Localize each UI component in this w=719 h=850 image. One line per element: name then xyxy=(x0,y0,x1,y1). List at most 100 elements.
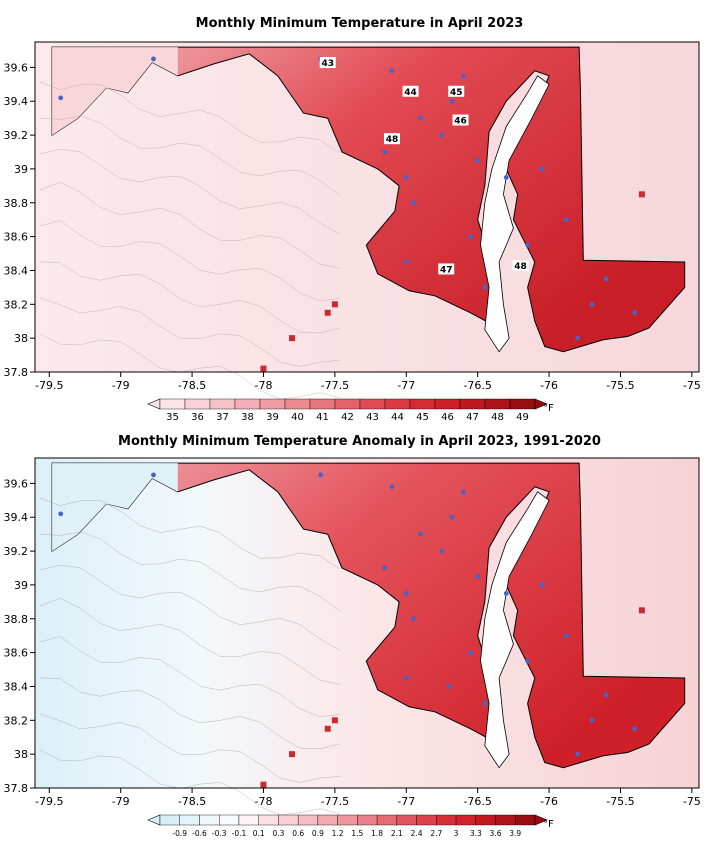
contour-line xyxy=(39,81,341,154)
temperature-map: -79.5 -79 -78.5 -78 -77.5 -77 -76.5 -76 -75.5 -75… xyxy=(4,41,701,420)
colorbar-label: 3.9 xyxy=(509,829,521,838)
colorbar-segment xyxy=(258,814,279,826)
contour-line xyxy=(39,115,341,196)
colorbar-label: -0.3 xyxy=(212,829,227,838)
station-dot xyxy=(525,242,531,248)
station-dot xyxy=(446,684,452,689)
colorbar-segment xyxy=(436,814,457,826)
colorbar-segment xyxy=(376,814,398,826)
station-dot xyxy=(563,217,569,223)
contour-line xyxy=(39,531,341,612)
y-tick-label: 38.2 xyxy=(4,714,29,727)
colorbar-segment xyxy=(515,814,536,826)
colorbar-label: 41 xyxy=(316,412,329,420)
colorbar-segment xyxy=(384,398,411,410)
colorbar-unit: °F xyxy=(543,403,554,414)
y-tick-label: 37.8 xyxy=(4,366,29,379)
station-dot xyxy=(539,582,545,588)
station-dot xyxy=(460,73,466,79)
station-dot xyxy=(403,174,409,180)
colorbar-label: 40 xyxy=(291,412,304,420)
colorbar-label: 3.6 xyxy=(490,829,502,838)
colorbar-segment xyxy=(475,814,496,826)
station-dot xyxy=(382,149,388,155)
x-tick-label: -76 xyxy=(540,379,558,392)
y-tick-label: 38.8 xyxy=(4,613,29,626)
colorbar-label: 44 xyxy=(391,412,404,420)
x-tick-label: -77 xyxy=(397,795,415,808)
colorbar-min-arrow xyxy=(147,398,161,410)
colorbar-label: 36 xyxy=(191,412,204,420)
contour-line xyxy=(39,261,341,333)
grid-cell xyxy=(260,365,267,372)
contour-label: 43 xyxy=(321,59,334,69)
colorbar-segment xyxy=(278,814,299,826)
colorbar-label: 0.6 xyxy=(292,829,304,838)
contour-line xyxy=(39,597,341,685)
contour-line xyxy=(39,564,341,651)
station-dot xyxy=(575,751,581,757)
contour-line xyxy=(39,220,341,302)
map-frame xyxy=(34,457,700,789)
y-tick-label: 39 xyxy=(14,579,28,592)
station-dot xyxy=(475,158,481,163)
y-tick-label: 39.4 xyxy=(4,95,29,108)
colorbar-segment xyxy=(459,398,486,410)
colorbar-label: 45 xyxy=(416,412,429,420)
station-dot xyxy=(589,717,595,723)
western-panhandle xyxy=(52,47,178,136)
x-tick-label: -78 xyxy=(254,379,272,392)
x-tick-label: -79 xyxy=(112,795,130,808)
station-dot xyxy=(475,574,481,579)
colorbar-label: 2.1 xyxy=(391,829,403,838)
background-contours xyxy=(39,497,341,816)
colorbar-segment xyxy=(309,398,336,410)
contour-label-box xyxy=(438,263,455,275)
contour-line xyxy=(39,749,341,816)
colorbar-segment xyxy=(219,814,240,826)
colorbar-label: 39 xyxy=(266,412,279,420)
contour-line xyxy=(39,636,341,718)
colorbar-max-arrow xyxy=(534,398,548,410)
station-dot xyxy=(603,276,609,282)
colorbar-label: 35 xyxy=(166,412,179,420)
colorbar-label: 3 xyxy=(454,829,459,838)
contour-line xyxy=(39,148,341,235)
map-frame xyxy=(34,41,700,373)
grid-cell xyxy=(324,725,331,732)
background-contours xyxy=(39,81,341,400)
contour-line xyxy=(39,297,341,367)
chesapeake-bay xyxy=(480,491,550,769)
grid-cell xyxy=(638,191,645,198)
colorbar-segment xyxy=(416,814,437,826)
station-dot xyxy=(603,692,609,698)
colorbar-label: -0.6 xyxy=(192,829,207,838)
colorbar-segment xyxy=(284,398,311,410)
y-tick-label: 39.4 xyxy=(4,511,29,524)
colorbar-label: 47 xyxy=(466,412,479,420)
station-dot xyxy=(418,531,423,537)
station-dot xyxy=(468,234,473,240)
x-tick-label: -77.5 xyxy=(321,379,349,392)
map-title-temperature: Monthly Minimum Temperature in April 202… xyxy=(195,16,524,31)
colorbar-segment xyxy=(238,814,259,826)
colorbar-segment xyxy=(409,398,436,410)
station-dot xyxy=(439,548,445,554)
x-tick-label: -76.5 xyxy=(463,379,491,392)
station-dot xyxy=(449,98,455,104)
station-dot xyxy=(389,68,395,74)
colorbar-segment xyxy=(317,814,338,826)
colorbar-label: 0.1 xyxy=(253,829,265,838)
grid-cell xyxy=(324,309,331,316)
contour-label: 45 xyxy=(450,88,463,98)
grid-cell xyxy=(289,751,296,758)
colorbar-label: 2.7 xyxy=(430,829,442,838)
x-tick-label: -79 xyxy=(112,379,130,392)
station-dot xyxy=(403,675,409,681)
x-tick-label: -75.5 xyxy=(606,379,634,392)
x-tick-label: -76 xyxy=(540,795,558,808)
y-tick-label: 38.6 xyxy=(4,647,29,660)
contour-label-box xyxy=(512,260,529,272)
colorbar: -0.9 -0.6 -0.3 -0.1 0.1 0.3 0.6 0.9 1.2 1.5 1.8 2.1… xyxy=(147,814,554,838)
colorbar-label: 38 xyxy=(241,412,254,420)
